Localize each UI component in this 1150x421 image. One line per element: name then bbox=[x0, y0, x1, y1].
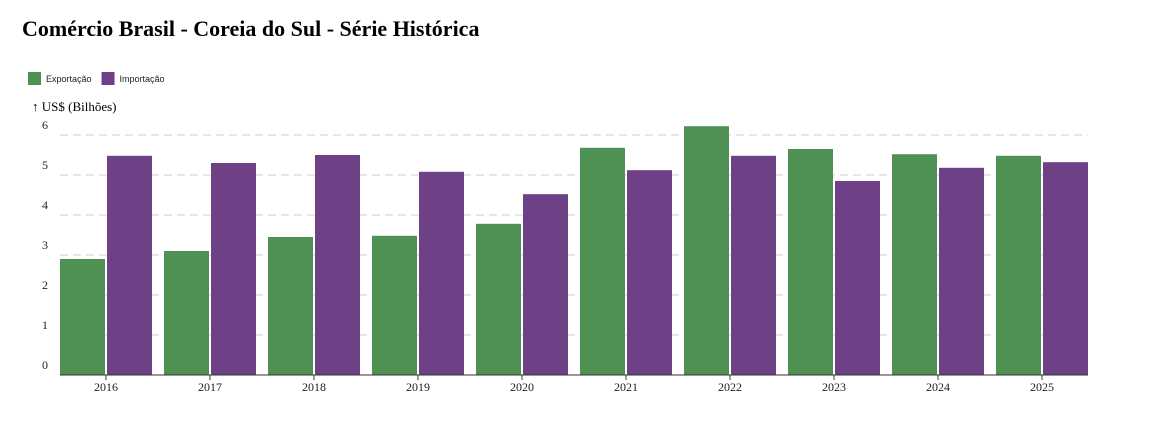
bar bbox=[835, 181, 880, 375]
y-tick-label: 5 bbox=[42, 158, 48, 172]
x-tick-label: 2017 bbox=[198, 380, 222, 394]
bar bbox=[627, 170, 672, 375]
bar bbox=[731, 155, 776, 375]
chart-title: Comércio Brasil - Coreia do Sul - Série … bbox=[22, 16, 479, 41]
x-tick-label: 2016 bbox=[94, 380, 118, 394]
y-tick-label: 0 bbox=[42, 358, 48, 372]
x-tick-label: 2023 bbox=[822, 380, 846, 394]
y-tick-label: 4 bbox=[42, 198, 48, 212]
bar bbox=[788, 149, 833, 375]
y-axis-label: ↑ US$ (Bilhões) bbox=[32, 99, 117, 114]
y-tick-label: 1 bbox=[42, 318, 48, 332]
bar bbox=[523, 194, 568, 375]
x-tick-label: 2021 bbox=[614, 380, 638, 394]
bar bbox=[476, 223, 521, 375]
y-tick-label: 3 bbox=[42, 238, 48, 252]
legend-swatch bbox=[101, 72, 115, 85]
bar bbox=[107, 155, 152, 375]
bar bbox=[580, 147, 625, 375]
bar bbox=[892, 154, 937, 375]
legend-label: Exportação bbox=[46, 74, 92, 84]
y-tick-label: 2 bbox=[42, 278, 48, 292]
bar bbox=[372, 235, 417, 375]
bar bbox=[211, 163, 256, 375]
legend-swatch bbox=[28, 72, 41, 85]
x-tick-label: 2018 bbox=[302, 380, 326, 394]
x-tick-label: 2025 bbox=[1030, 380, 1054, 394]
x-tick-label: 2020 bbox=[510, 380, 534, 394]
x-tick-label: 2019 bbox=[406, 380, 430, 394]
bar bbox=[996, 155, 1041, 375]
x-tick-label: 2024 bbox=[926, 380, 950, 394]
y-tick-label: 6 bbox=[42, 118, 48, 132]
bar bbox=[684, 126, 729, 375]
bar bbox=[1043, 162, 1088, 375]
bar bbox=[268, 237, 313, 375]
bar bbox=[164, 251, 209, 375]
x-tick-label: 2022 bbox=[718, 380, 742, 394]
bar bbox=[939, 167, 984, 375]
bar bbox=[315, 155, 360, 375]
legend-label: Importação bbox=[120, 74, 165, 84]
bar bbox=[60, 259, 105, 375]
bar bbox=[419, 171, 464, 375]
